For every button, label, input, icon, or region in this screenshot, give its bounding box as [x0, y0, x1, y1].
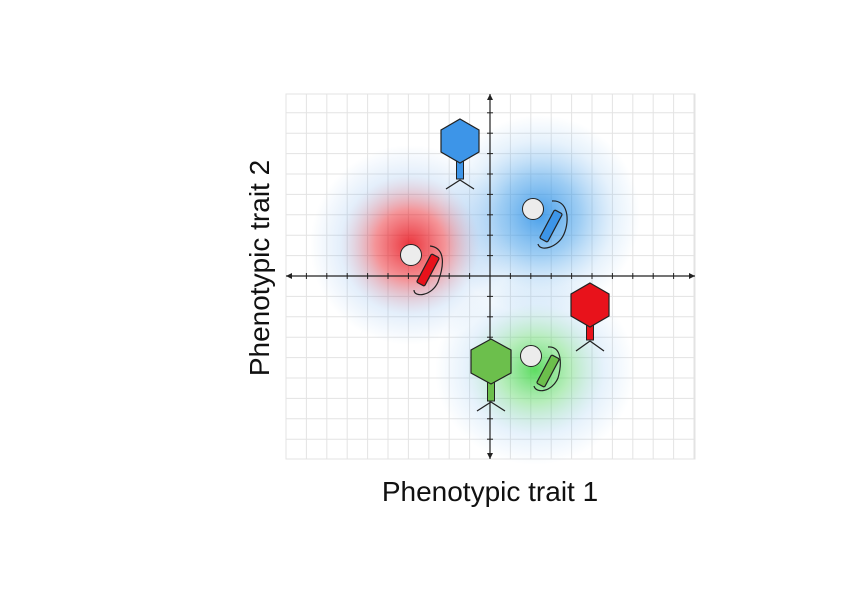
green-bacterium-icon	[520, 345, 561, 392]
y-axis-title: Phenotypic trait 2	[244, 159, 275, 377]
red-bacterium-icon	[400, 244, 443, 296]
green-phage-icon	[470, 338, 512, 412]
red-phage-icon	[570, 282, 610, 352]
x-axis-arrow-left	[286, 273, 292, 279]
x-axis-title: Phenotypic trait 1	[381, 476, 599, 507]
blue-phage-icon	[440, 118, 480, 190]
y-axis-arrow-up	[487, 94, 493, 100]
y-axis-arrow-down	[487, 453, 493, 459]
blue-bacterium-icon	[522, 198, 568, 249]
x-axis-arrow-right	[689, 273, 695, 279]
